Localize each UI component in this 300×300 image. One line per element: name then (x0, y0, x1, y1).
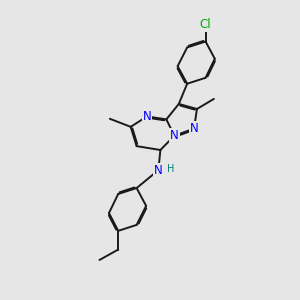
Text: N: N (143, 110, 152, 123)
Text: N: N (170, 129, 179, 142)
Text: H: H (167, 164, 175, 174)
Text: Cl: Cl (200, 18, 212, 31)
Text: N: N (190, 122, 198, 135)
Text: N: N (154, 164, 163, 177)
